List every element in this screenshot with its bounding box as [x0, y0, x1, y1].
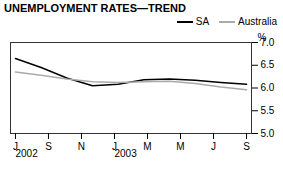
svg-text:6.5: 6.5 [261, 59, 275, 70]
svg-text:6.0: 6.0 [261, 82, 275, 93]
svg-text:2003: 2003 [114, 148, 137, 159]
svg-text:J: J [13, 140, 18, 152]
html-text:UNEMPLOYMENT RATES—TREND: UNEMPLOYMENT RATES—TREND [4, 2, 186, 14]
html-text:SA: SA [195, 16, 210, 27]
svg-text:J: J [112, 140, 117, 152]
svg-text:M: M [176, 141, 184, 152]
svg-text:5.5: 5.5 [261, 105, 275, 116]
svg-text:S: S [45, 141, 52, 152]
html-text:Australia: Australia [238, 16, 277, 27]
svg-text:7.0: 7.0 [260, 36, 275, 48]
svg-text:S: S [243, 141, 250, 152]
svg-text:M: M [143, 141, 151, 152]
svg-text:J: J [211, 141, 216, 152]
svg-text:N: N [78, 141, 85, 152]
svg-text:%: % [258, 32, 267, 43]
svg-text:5.0: 5.0 [261, 128, 275, 139]
svg-text:2002: 2002 [15, 148, 38, 159]
